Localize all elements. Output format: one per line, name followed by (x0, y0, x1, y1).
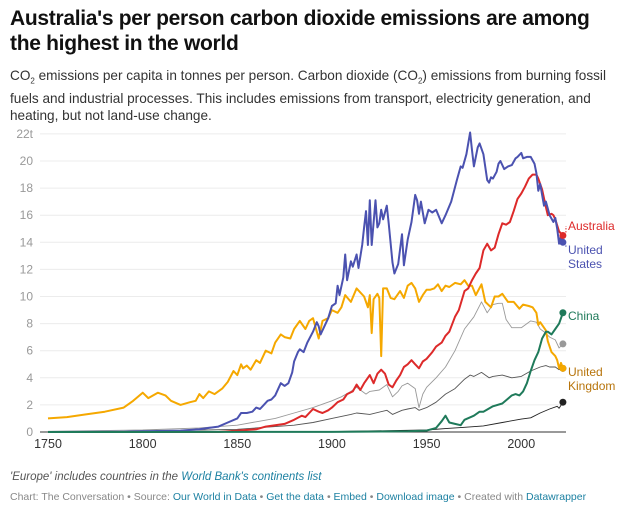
series-line-united-kingdom (47, 279, 564, 420)
series-label-united-kingdom: Kingdom (568, 379, 615, 393)
end-dot-united-kingdom (559, 364, 567, 372)
series-label-united-kingdom: United (568, 365, 603, 379)
subtitle-text: CO (10, 68, 31, 83)
y-axis-ticks: 0 2 4 6 8 10 12 14 16 18 20 22t (16, 127, 33, 439)
subtitle-text: emissions per capita in tonnes per perso… (34, 68, 418, 83)
end-dot-united-states (559, 238, 567, 246)
x-tick-label: 2000 (507, 437, 535, 451)
chart-notes: 'Europe' includes countries in the World… (10, 471, 322, 483)
x-axis-ticks: 1750 1800 1850 1900 1950 2000 (34, 437, 535, 451)
separator: • (457, 491, 462, 503)
series-label-china: China (568, 309, 600, 323)
chart-footer: Chart: The Conversation • Source: Our Wo… (10, 491, 586, 503)
series-line-united-states (47, 131, 564, 433)
x-tick-label: 1750 (34, 437, 62, 451)
x-tick-label: 1950 (413, 437, 441, 451)
y-tick-label: 12 (20, 262, 34, 276)
end-dot-china (559, 309, 567, 317)
y-tick-label: 10 (20, 290, 34, 304)
subtitle-text: ) emissions from burning fossil fuels an… (10, 68, 606, 123)
created-with-label: Created with (464, 491, 524, 503)
y-tick-label: 18 (20, 181, 34, 195)
get-data-link[interactable]: Get the data (266, 491, 325, 503)
subscript: 2 (30, 76, 35, 86)
series-label-australia: Australia (568, 219, 615, 233)
y-tick-label: 8 (26, 317, 33, 331)
y-tick-label: 16 (20, 208, 34, 222)
notes-text: 'Europe' includes countries in the (10, 471, 182, 483)
series-line-europe (47, 301, 564, 432)
separator: • (369, 491, 374, 503)
datawrapper-link[interactable]: Datawrapper (525, 491, 587, 503)
y-tick-label: 2 (26, 398, 33, 412)
series-end-dots (559, 232, 567, 406)
series-lines (47, 131, 564, 433)
series-label-united-states: States (568, 257, 602, 271)
chart-credit: Chart: The Conversation (10, 491, 125, 503)
chart-subtitle: CO2 emissions per capita in tonnes per p… (10, 67, 615, 124)
source-link[interactable]: Our World in Data (172, 491, 257, 503)
chart-title: Australia's per person carbon dioxide em… (10, 7, 590, 55)
separator: • (326, 491, 331, 503)
gridlines (40, 133, 566, 433)
download-image-link[interactable]: Download image (376, 491, 455, 503)
x-tick-label: 1900 (318, 437, 346, 451)
line-chart: 0 2 4 6 8 10 12 14 16 18 20 22t 1750 1800 1850 1900 195… (16, 127, 615, 451)
series-line-world (47, 365, 564, 433)
separator: • (259, 491, 264, 503)
embed-link[interactable]: Embed (333, 491, 367, 503)
series-line-china (47, 312, 564, 433)
y-tick-label: 20 (20, 154, 34, 168)
y-tick-label: 22t (16, 127, 33, 141)
y-tick-label: 6 (26, 344, 33, 358)
subscript: 2 (417, 76, 423, 86)
world-bank-link[interactable]: World Bank's continents list (181, 471, 322, 483)
series-line-australia (48, 173, 564, 433)
y-tick-label: 14 (20, 235, 34, 249)
separator: • (127, 491, 131, 503)
y-tick-label: 0 (26, 425, 33, 439)
end-dot-europe (559, 340, 567, 348)
series-label-united-states: United (568, 243, 603, 257)
source-label: Source: (133, 491, 170, 503)
x-tick-label: 1850 (223, 437, 251, 451)
x-tick-label: 1800 (129, 437, 157, 451)
end-dot-india (559, 398, 567, 406)
y-tick-label: 4 (26, 371, 33, 385)
end-dot-australia (559, 232, 567, 240)
